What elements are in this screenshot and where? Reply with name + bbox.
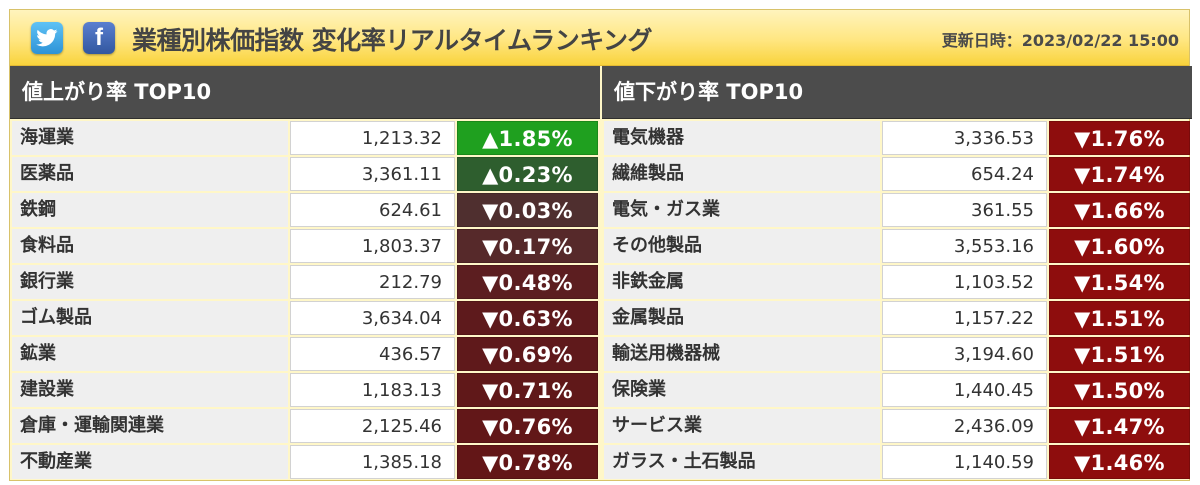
sector-name: その他製品 [604,229,880,263]
ranking-row[interactable]: 輸送用機器械 3,194.60 ▼1.51% [602,336,1192,372]
ranking-row[interactable]: 鉄鋼 624.61 ▼0.03% [10,192,600,228]
index-value: 3,553.16 [882,229,1047,263]
sector-name: 電気・ガス業 [604,193,880,227]
index-value: 1,385.18 [290,445,455,479]
change-rate-badge: ▲1.85% [457,121,598,155]
sector-name: ガラス・土石製品 [604,445,880,479]
change-rate-badge: ▼1.60% [1049,229,1190,263]
change-rate-badge: ▼1.54% [1049,265,1190,299]
sector-name: 倉庫・運輸関連業 [12,409,288,443]
change-rate-badge: ▼1.46% [1049,445,1190,479]
ranking-row[interactable]: ガラス・土石製品 1,140.59 ▼1.46% [602,444,1192,480]
gainers-title: 値上がり率 TOP10 [10,66,600,119]
change-rate-badge: ▼0.76% [457,409,598,443]
index-value: 624.61 [290,193,455,227]
sector-name: サービス業 [604,409,880,443]
index-value: 1,183.13 [290,373,455,407]
change-rate-badge: ▼0.78% [457,445,598,479]
change-rate-badge: ▼1.51% [1049,301,1190,335]
facebook-share-button[interactable]: f [83,22,115,54]
change-rate-badge: ▼0.69% [457,337,598,371]
index-value: 1,213.32 [290,121,455,155]
sector-name: 鉄鋼 [12,193,288,227]
change-rate-badge: ▼1.76% [1049,121,1190,155]
index-value: 1,440.45 [882,373,1047,407]
sector-name: 保険業 [604,373,880,407]
losers-panel: 値下がり率 TOP10 電気機器 3,336.53 ▼1.76% 繊維製品 654.24… [602,66,1192,479]
ranking-row[interactable]: サービス業 2,436.09 ▼1.47% [602,408,1192,444]
change-rate-badge: ▼0.48% [457,265,598,299]
sector-name: ゴム製品 [12,301,288,335]
change-rate-badge: ▼1.50% [1049,373,1190,407]
index-value: 3,336.53 [882,121,1047,155]
sector-name: 輸送用機器械 [604,337,880,371]
facebook-icon: f [95,24,103,51]
ranking-widget: f 業種別株価指数 変化率リアルタイムランキング 更新日時：2023/02/22… [9,9,1192,481]
sector-name: 銀行業 [12,265,288,299]
page-title: 業種別株価指数 変化率リアルタイムランキング [132,26,652,55]
ranking-row[interactable]: 電気機器 3,336.53 ▼1.76% [602,120,1192,156]
ranking-row[interactable]: その他製品 3,553.16 ▼1.60% [602,228,1192,264]
change-rate-badge: ▼1.51% [1049,337,1190,371]
sector-name: 海運業 [12,121,288,155]
ranking-row[interactable]: 倉庫・運輸関連業 2,125.46 ▼0.76% [10,408,600,444]
ranking-row[interactable]: 鉱業 436.57 ▼0.69% [10,336,600,372]
index-value: 2,125.46 [290,409,455,443]
header-bar: f 業種別株価指数 変化率リアルタイムランキング 更新日時：2023/02/22… [10,10,1189,66]
change-rate-badge: ▼1.66% [1049,193,1190,227]
index-value: 654.24 [882,157,1047,191]
index-value: 1,157.22 [882,301,1047,335]
sector-name: 食料品 [12,229,288,263]
index-value: 1,103.52 [882,265,1047,299]
index-value: 3,361.11 [290,157,455,191]
index-value: 1,803.37 [290,229,455,263]
index-value: 1,140.59 [882,445,1047,479]
ranking-row[interactable]: 非鉄金属 1,103.52 ▼1.54% [602,264,1192,300]
sector-name: 建設業 [12,373,288,407]
index-value: 361.55 [882,193,1047,227]
ranking-row[interactable]: 電気・ガス業 361.55 ▼1.66% [602,192,1192,228]
ranking-row[interactable]: 不動産業 1,385.18 ▼0.78% [10,444,600,480]
ranking-row[interactable]: 金属製品 1,157.22 ▼1.51% [602,300,1192,336]
change-rate-badge: ▼1.47% [1049,409,1190,443]
twitter-share-button[interactable] [31,22,63,54]
sector-name: 不動産業 [12,445,288,479]
ranking-row[interactable]: 保険業 1,440.45 ▼1.50% [602,372,1192,408]
index-value: 3,194.60 [882,337,1047,371]
change-rate-badge: ▼0.71% [457,373,598,407]
change-rate-badge: ▼0.17% [457,229,598,263]
index-value: 212.79 [290,265,455,299]
ranking-row[interactable]: 建設業 1,183.13 ▼0.71% [10,372,600,408]
twitter-icon [36,29,58,47]
index-value: 3,634.04 [290,301,455,335]
change-rate-badge: ▼1.74% [1049,157,1190,191]
change-rate-badge: ▲0.23% [457,157,598,191]
index-value: 436.57 [290,337,455,371]
change-rate-badge: ▼0.03% [457,193,598,227]
losers-title: 値下がり率 TOP10 [602,66,1192,119]
ranking-row[interactable]: 繊維製品 654.24 ▼1.74% [602,156,1192,192]
sector-name: 医薬品 [12,157,288,191]
updated-timestamp: 更新日時：2023/02/22 15:00 [941,31,1179,50]
ranking-row[interactable]: 海運業 1,213.32 ▲1.85% [10,120,600,156]
sector-name: 金属製品 [604,301,880,335]
ranking-row[interactable]: 医薬品 3,361.11 ▲0.23% [10,156,600,192]
index-value: 2,436.09 [882,409,1047,443]
sector-name: 繊維製品 [604,157,880,191]
ranking-row[interactable]: 銀行業 212.79 ▼0.48% [10,264,600,300]
sector-name: 非鉄金属 [604,265,880,299]
ranking-row[interactable]: 食料品 1,803.37 ▼0.17% [10,228,600,264]
change-rate-badge: ▼0.63% [457,301,598,335]
sector-name: 鉱業 [12,337,288,371]
sector-name: 電気機器 [604,121,880,155]
ranking-row[interactable]: ゴム製品 3,634.04 ▼0.63% [10,300,600,336]
gainers-panel: 値上がり率 TOP10 海運業 1,213.32 ▲1.85% 医薬品 3,361.11… [10,66,600,479]
